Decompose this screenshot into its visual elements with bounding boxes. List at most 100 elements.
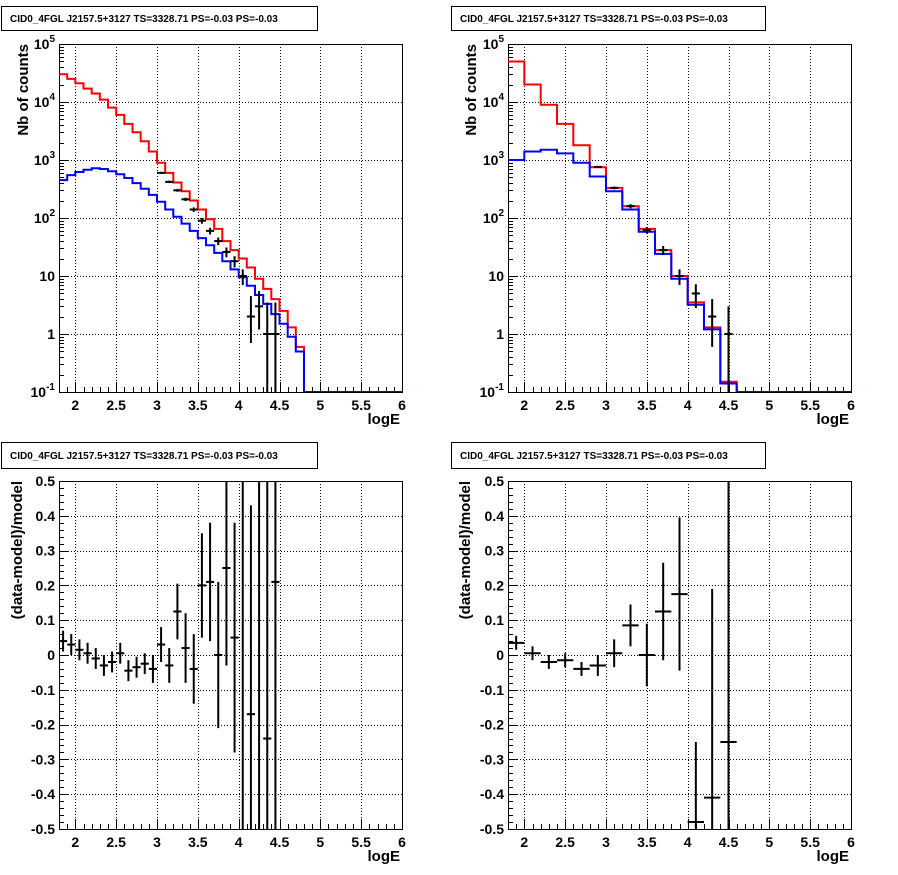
source-model-histogram	[508, 148, 851, 392]
x-tick-label: 4.5	[719, 834, 739, 850]
y-tick-label: -0.1	[480, 682, 504, 698]
x-tick-label: 4	[684, 834, 692, 850]
data-point	[116, 642, 125, 664]
plot-area	[59, 481, 280, 829]
data-point	[557, 653, 574, 668]
y-axis-ticks	[59, 44, 69, 393]
data-point	[589, 655, 606, 676]
x-tick-label: 3	[153, 834, 161, 850]
data-point	[124, 660, 133, 682]
plot-frame	[59, 481, 403, 830]
data-point	[230, 522, 239, 753]
source-model-histogram	[59, 167, 402, 392]
x-axis-ticks	[59, 382, 403, 392]
data-point	[704, 588, 721, 829]
y-tick-label: 102	[34, 208, 56, 226]
x-tick-label: 5.5	[351, 397, 371, 413]
title-box	[1, 6, 318, 31]
data-point	[708, 299, 717, 347]
plot-frame	[508, 481, 852, 830]
data-point	[610, 186, 619, 190]
y-tick-label: 0.3	[36, 543, 56, 559]
data-point	[271, 481, 280, 829]
data-point	[206, 227, 215, 235]
y-tick-label: -0.2	[31, 717, 55, 733]
plot-title: CID0_4FGL J2157.5+3127 TS=3328.71 PS=-0.…	[10, 14, 278, 25]
x-tick-label: 5.5	[351, 834, 371, 850]
data-point	[173, 188, 182, 192]
x-tick-label: 2.5	[555, 834, 575, 850]
data-points	[593, 165, 733, 392]
data-point	[671, 517, 688, 671]
y-tick-label: 102	[483, 208, 505, 226]
y-axis-ticks	[59, 481, 69, 830]
x-tick-label: 4	[235, 397, 243, 413]
x-tick-label: 4.5	[270, 834, 290, 850]
data-points	[157, 171, 280, 392]
x-tick-label: 4.5	[719, 397, 739, 413]
x-tick-label: 3.5	[188, 397, 208, 413]
panel-residuals-fine: CID0_4FGL J2157.5+3127 TS=3328.71 PS=-0.…	[1, 442, 406, 865]
x-tick-label: 5	[765, 834, 773, 850]
data-point	[181, 613, 190, 683]
data-point	[622, 604, 639, 647]
y-tick-label: -0.5	[480, 821, 504, 837]
y-tick-label: 0.1	[36, 612, 56, 628]
y-tick-label: 1	[496, 326, 504, 342]
y-tick-label: 0.5	[485, 473, 505, 489]
plot-area	[508, 60, 851, 392]
x-tick-label: 6	[398, 834, 406, 850]
y-axis-label: Nb of counts	[463, 44, 480, 136]
data-point	[642, 226, 651, 234]
y-tick-label: 0.2	[485, 577, 505, 593]
y-tick-label: -0.4	[31, 786, 55, 802]
panel-residuals-coarse: CID0_4FGL J2157.5+3127 TS=3328.71 PS=-0.…	[451, 442, 855, 865]
plot-title: CID0_4FGL J2157.5+3127 TS=3328.71 PS=-0.…	[460, 451, 728, 462]
data-point	[675, 269, 684, 285]
x-tick-label: 4.5	[270, 397, 290, 413]
plot-frame	[508, 44, 852, 393]
data-point	[165, 648, 174, 683]
data-point	[189, 634, 198, 704]
data-point	[67, 634, 76, 655]
data-point	[271, 302, 280, 392]
x-tick-label: 5.5	[800, 834, 820, 850]
grid	[508, 44, 851, 392]
y-axis-label: (data-model)/model	[457, 481, 474, 619]
data-point	[606, 639, 623, 668]
x-tick-label: 5	[316, 397, 324, 413]
data-point	[165, 180, 174, 184]
plot-area	[59, 73, 402, 392]
y-tick-label: -0.3	[480, 751, 504, 767]
data-point	[246, 505, 255, 829]
y-tick-label: 0	[47, 647, 55, 663]
panel-counts-coarse: CID0_4FGL J2157.5+3127 TS=3328.71 PS=-0.…	[451, 6, 855, 428]
data-point	[83, 642, 92, 664]
data-point	[593, 165, 602, 168]
y-tick-label: 0.5	[36, 473, 56, 489]
data-point	[197, 533, 206, 638]
y-tick-label: 105	[483, 34, 505, 52]
y-tick-label: -0.5	[31, 821, 55, 837]
y-tick-label: 0.4	[36, 508, 56, 524]
data-point	[638, 623, 655, 687]
x-tick-label: 2.5	[106, 834, 126, 850]
y-tick-label: -0.3	[31, 751, 55, 767]
data-point	[238, 269, 247, 285]
title-box	[451, 442, 766, 469]
plot-title: CID0_4FGL J2157.5+3127 TS=3328.71 PS=-0.…	[460, 14, 728, 25]
data-point	[222, 481, 231, 666]
x-axis-label: logE	[817, 411, 850, 428]
y-tick-label: 10	[488, 268, 504, 284]
grid	[59, 481, 402, 829]
panel-counts-fine: CID0_4FGL J2157.5+3127 TS=3328.71 PS=-0.…	[1, 6, 406, 428]
x-tick-label: 2	[71, 397, 79, 413]
y-tick-label: 105	[34, 34, 56, 52]
plot-frame	[59, 44, 403, 393]
y-axis-label: Nb of counts	[15, 44, 32, 136]
x-axis-ticks	[508, 382, 852, 392]
data-point	[724, 306, 733, 392]
data-point	[157, 171, 166, 174]
data-points	[508, 481, 737, 829]
